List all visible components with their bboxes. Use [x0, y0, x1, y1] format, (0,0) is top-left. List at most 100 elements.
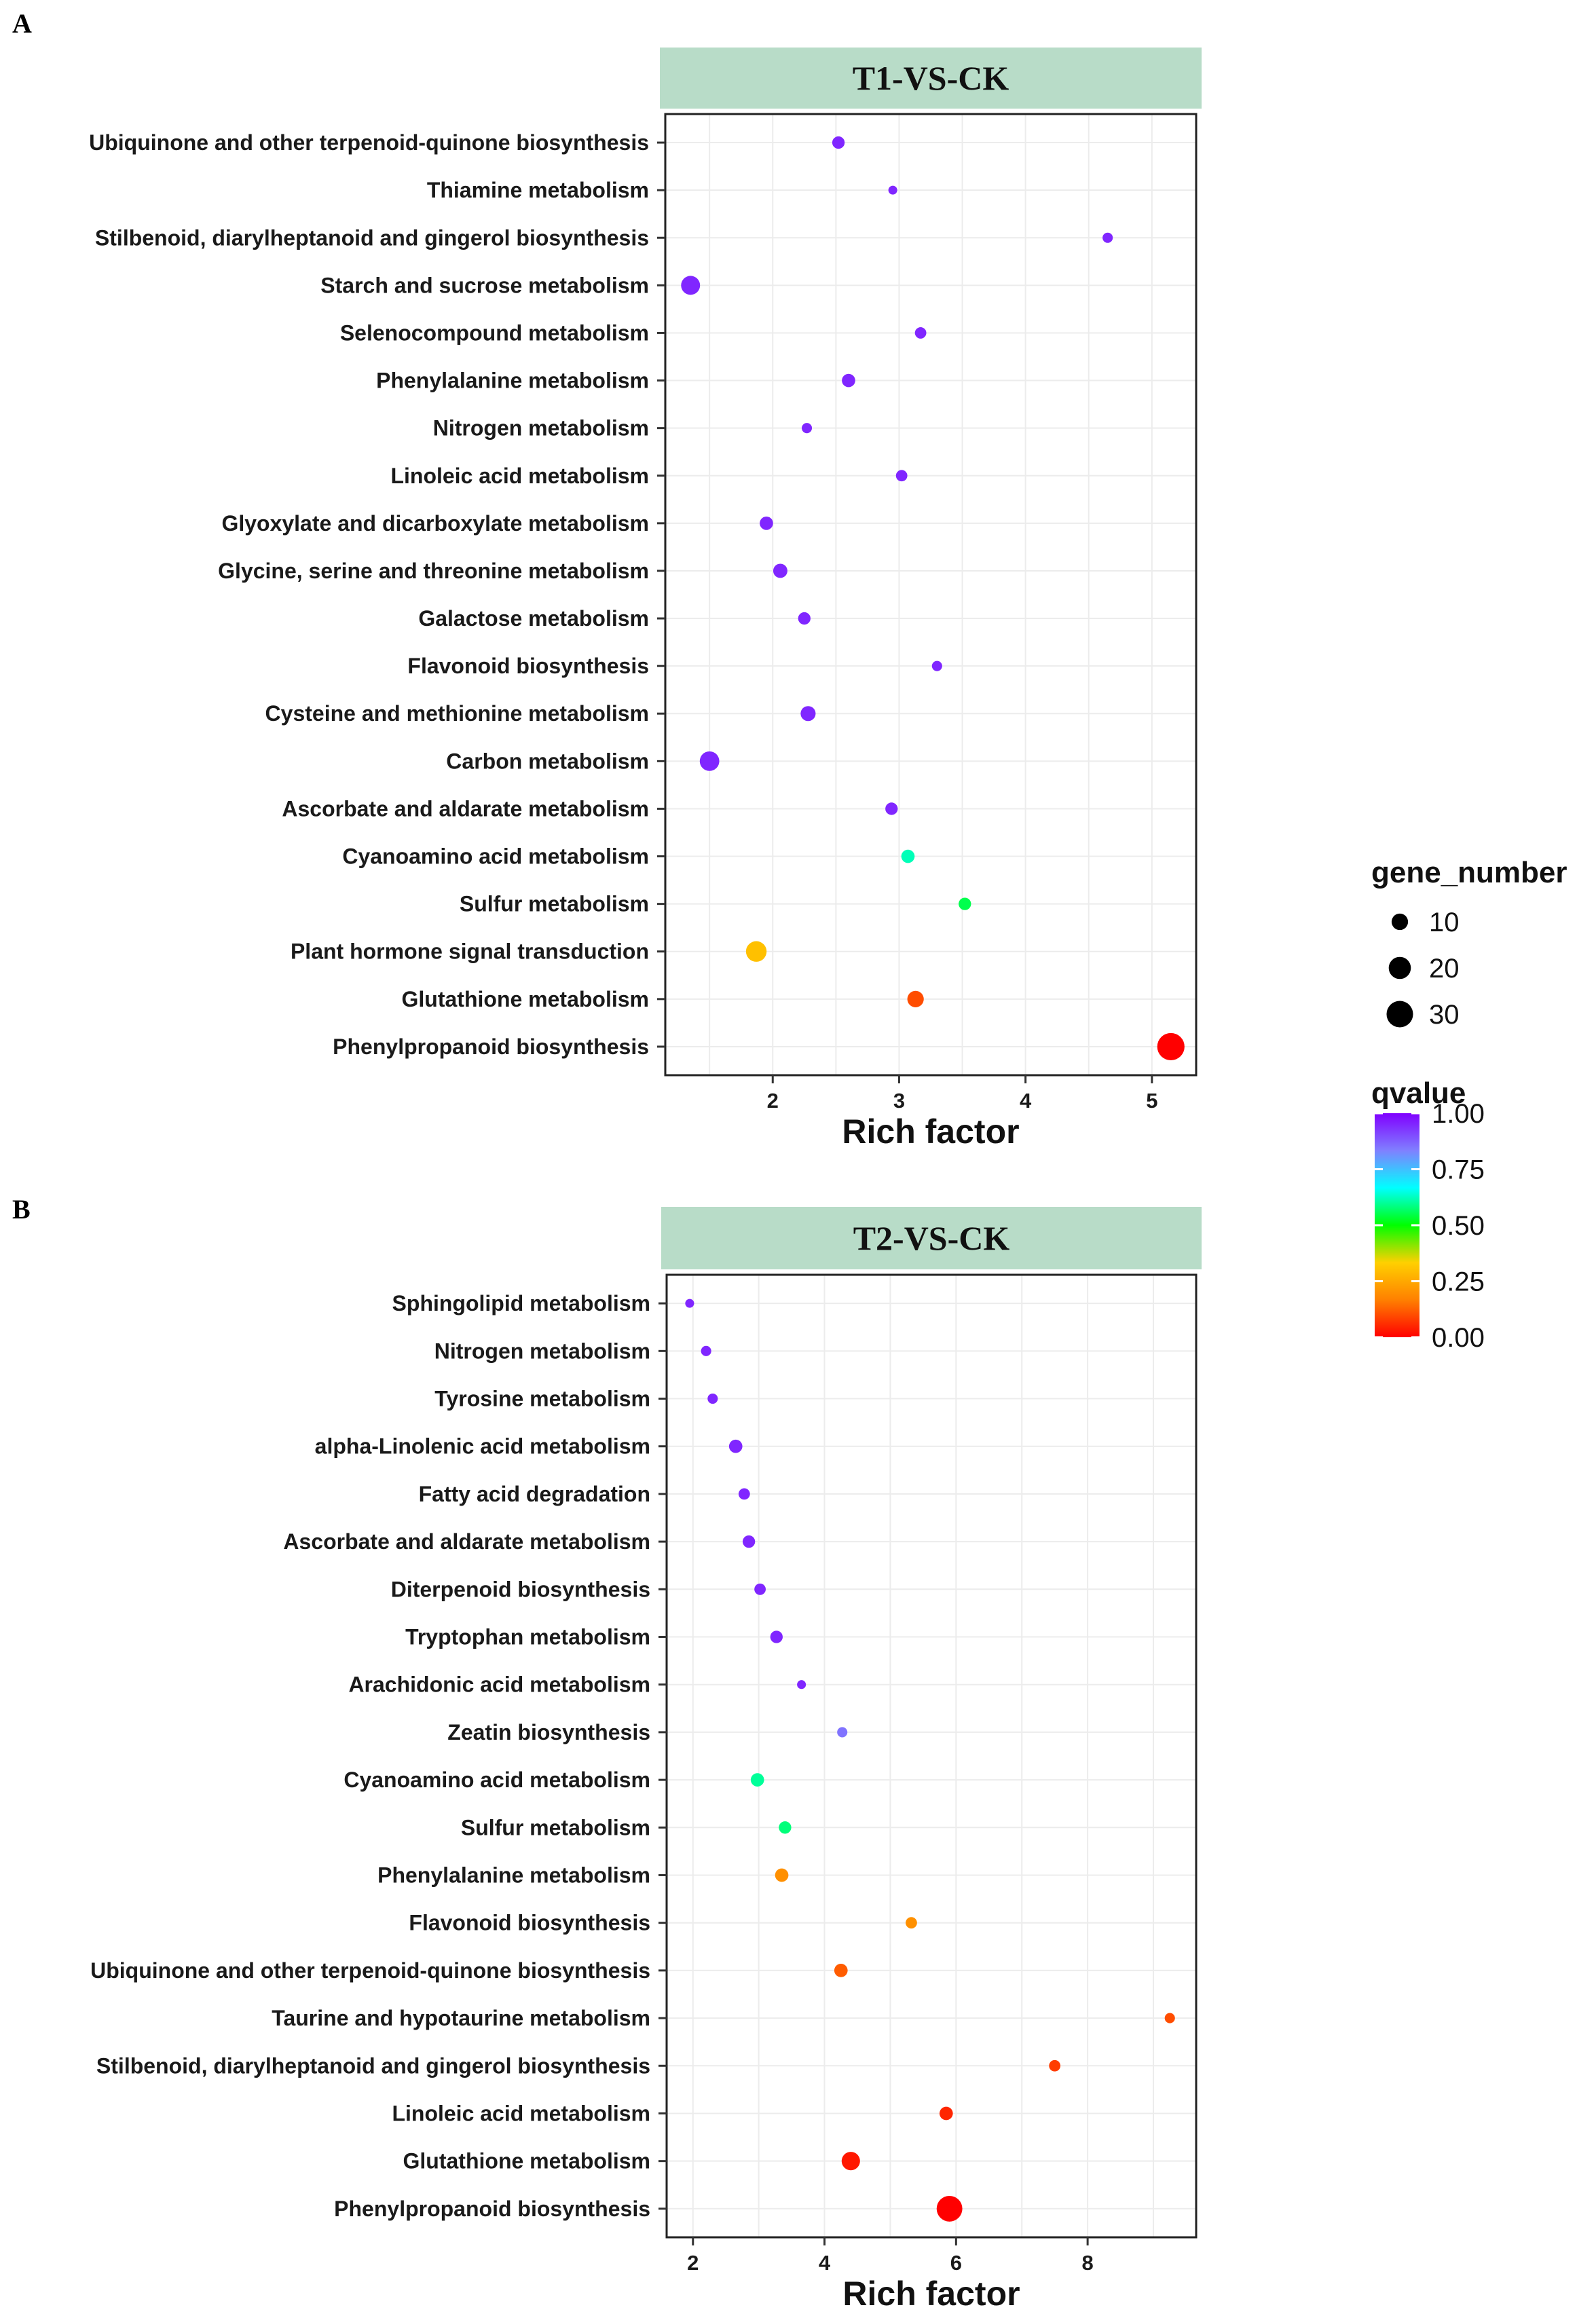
x-tick-label: 3 — [893, 1089, 905, 1113]
data-point — [888, 185, 897, 195]
y-tick-label: Linoleic acid metabolism — [392, 2101, 650, 2125]
y-tick-label: Phenylalanine metabolism — [377, 1863, 650, 1887]
x-tick-label: 5 — [1146, 1089, 1157, 1113]
data-point — [1102, 232, 1113, 243]
y-tick-label: Sulfur metabolism — [461, 1815, 650, 1840]
y-tick-label: Linoleic acid metabolism — [390, 464, 649, 488]
y-tick-label: Phenylalanine metabolism — [376, 369, 649, 393]
plot-frame — [664, 113, 1198, 1077]
data-point — [745, 941, 767, 962]
plot-area — [667, 1275, 1196, 2237]
data-point — [798, 612, 811, 625]
data-point — [901, 849, 915, 863]
data-point — [801, 423, 813, 434]
data-point — [800, 706, 816, 722]
data-point — [837, 1727, 848, 1738]
y-tick-label: Glyoxylate and dicarboxylate metabolism — [221, 511, 649, 536]
data-point — [832, 136, 845, 149]
data-point — [754, 1583, 766, 1595]
color-bar-label: 0.50 — [1432, 1211, 1485, 1241]
panel-letter: B — [12, 1194, 31, 1225]
y-tick-label: Taurine and hypotaurine metabolism — [272, 2006, 650, 2030]
data-point — [779, 1821, 792, 1834]
panel-letter: A — [12, 8, 32, 39]
data-point — [907, 990, 924, 1007]
data-point — [1049, 2059, 1061, 2072]
data-point — [681, 276, 701, 295]
y-tick-label: Nitrogen metabolism — [434, 1339, 650, 1363]
size-legend-label: 20 — [1429, 954, 1460, 984]
y-tick-label: Cyanoamino acid metabolism — [342, 844, 649, 869]
facet-title: T1-VS-CK — [853, 59, 1009, 97]
y-tick-label: Glycine, serine and threonine metabolism — [218, 559, 649, 583]
panel-a: A T1-VS-CK Phenylpropanoid biosynthesis Glu… — [12, 8, 1202, 1151]
data-point — [842, 373, 855, 388]
x-tick-label: 8 — [1081, 2251, 1093, 2275]
data-point — [728, 1439, 743, 1453]
data-point — [760, 517, 773, 530]
size-legend-label: 30 — [1429, 1000, 1460, 1030]
y-tick-label: Flavonoid biosynthesis — [409, 1911, 650, 1935]
data-point — [1164, 2013, 1175, 2023]
y-tick-label: Tyrosine metabolism — [434, 1387, 650, 1411]
size-legend-title: gene_number — [1371, 856, 1567, 889]
data-point — [738, 1488, 750, 1500]
data-point — [939, 2106, 953, 2121]
data-point — [1157, 1032, 1185, 1061]
y-tick-label: Ascorbate and aldarate metabolism — [282, 796, 649, 821]
data-point — [707, 1393, 718, 1404]
y-tick-label: Stilbenoid, diarylheptanoid and gingerol… — [95, 225, 649, 250]
data-point — [959, 897, 971, 910]
y-tick-label: Zeatin biosynthesis — [447, 1720, 650, 1744]
data-point — [699, 751, 720, 771]
x-axis-title: Rich factor — [842, 2275, 1020, 2313]
y-tick-label: Ubiquinone and other terpenoid-quinone b… — [89, 130, 649, 155]
facet-strip — [661, 1207, 1202, 1269]
y-tick-label: Selenocompound metabolism — [340, 320, 649, 345]
y-tick-label: Cysteine and methionine metabolism — [265, 701, 649, 726]
y-tick-label: Phenylpropanoid biosynthesis — [333, 1034, 649, 1059]
data-point — [773, 563, 787, 578]
size-legend-label: 10 — [1429, 908, 1460, 937]
color-bar-label: 0.00 — [1432, 1323, 1485, 1353]
y-tick-label: Ascorbate and aldarate metabolism — [283, 1529, 650, 1554]
y-tick-label: Diterpenoid biosynthesis — [391, 1577, 650, 1601]
data-point — [701, 1345, 711, 1356]
plot-frame — [665, 1273, 1198, 2239]
facet-title: T2-VS-CK — [853, 1219, 1010, 1257]
color-bar-label: 1.00 — [1432, 1099, 1485, 1129]
size-legend-key — [1386, 1001, 1413, 1028]
y-tick-label: Galactose metabolism — [418, 606, 649, 631]
x-tick-label: 4 — [1020, 1089, 1032, 1113]
y-tick-label: Carbon metabolism — [446, 749, 649, 773]
data-point — [834, 1964, 848, 1977]
data-point — [841, 2152, 860, 2171]
color-bar-label: 0.75 — [1432, 1155, 1485, 1185]
y-tick-label: Glutathione metabolism — [403, 2149, 650, 2173]
facet-strip — [660, 48, 1202, 109]
x-axis-title: Rich factor — [842, 1113, 1019, 1151]
y-tick-label: Cyanoamino acid metabolism — [344, 1768, 650, 1792]
x-tick-label: 2 — [687, 2251, 699, 2275]
data-point — [770, 1630, 783, 1643]
data-point — [931, 660, 942, 671]
y-tick-label: alpha-Linolenic acid metabolism — [315, 1434, 650, 1459]
data-point — [906, 1917, 917, 1929]
plot-area — [665, 114, 1196, 1075]
y-tick-label: Sulfur metabolism — [460, 892, 649, 916]
size-legend-key — [1388, 956, 1411, 979]
y-tick-label: Ubiquinone and other terpenoid-quinone b… — [90, 1958, 650, 1983]
y-tick-label: Arachidonic acid metabolism — [348, 1673, 650, 1697]
color-bar-label: 0.25 — [1432, 1267, 1485, 1297]
y-tick-label: Fatty acid degradation — [419, 1482, 650, 1506]
data-point — [685, 1299, 694, 1308]
data-point — [742, 1535, 756, 1548]
data-point — [914, 327, 927, 339]
y-tick-label: Glutathione metabolism — [402, 987, 649, 1011]
data-point — [750, 1773, 764, 1787]
y-tick-label: Phenylpropanoid biosynthesis — [334, 2197, 650, 2221]
y-tick-label: Tryptophan metabolism — [405, 1625, 650, 1649]
y-tick-label: Starch and sucrose metabolism — [320, 273, 649, 297]
